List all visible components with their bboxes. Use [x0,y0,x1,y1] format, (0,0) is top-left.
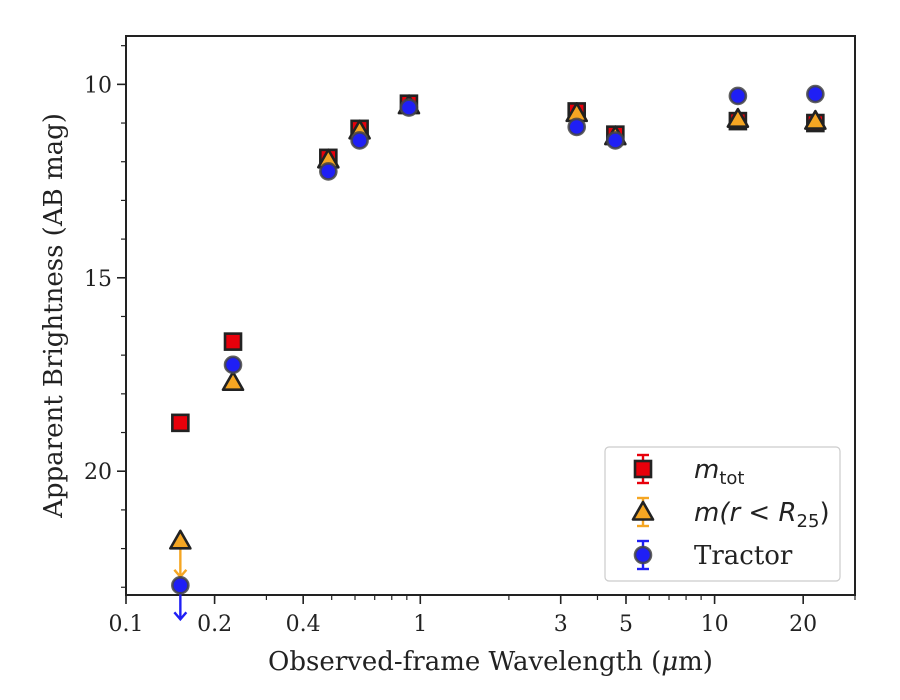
data-point-circle [606,131,625,150]
legend-label-tractor: Tractor [694,541,793,571]
x-axis-label: Observed-frame Wavelength (μm) [268,647,713,677]
x-tick-label: 20 [789,612,817,637]
data-point-circle [399,98,419,117]
data-point-circle [319,162,338,181]
x-tick-label: 10 [701,612,729,637]
legend-marker-triangle [631,500,655,521]
legend-label-m-r25: m(r < R25) [694,498,830,532]
x-tick-label: 0.4 [286,612,321,637]
x-tick-label: 1 [413,612,427,637]
legend-marker-circle [633,545,653,565]
x-tick-label: 0.2 [197,612,232,637]
legend-item-mtot [633,453,653,485]
data-point-triangle [169,529,192,550]
data-point-triangle [726,107,750,128]
series-square [171,94,825,433]
data-point-circle [171,576,190,595]
legend-label-mtot: mtot [694,455,744,489]
data-point-triangle [221,370,245,392]
x-tick-label: 5 [619,612,633,637]
y-tick-label: 10 [84,73,112,98]
y-tick-label: 15 [84,267,112,292]
plot-frame [125,35,856,596]
data-point-circle [567,117,587,137]
x-axis-ticks: 0.1 0.2 0.4 1 3 5 10 20 [109,595,856,637]
data-point-circle [806,84,825,104]
data-point-square [171,413,190,433]
legend-item-tractor [633,539,653,571]
data-point-triangle [804,109,827,130]
series-circle [171,84,825,595]
y-tick-label: 20 [84,460,112,485]
x-tick-label: 0.1 [109,612,144,637]
y-axis-label: Apparent Brightness (AB mag) [39,113,69,519]
data-point-circle [728,86,748,106]
x-tick-label: 3 [554,612,568,637]
data-marks [169,84,827,622]
legend-box [604,446,841,582]
legend-item-m-r25 [631,496,655,528]
legend-marker-square [633,459,653,479]
y-axis-ticks: 10 15 20 [84,45,126,588]
data-point-square [223,332,243,351]
data-point-circle [350,131,369,150]
upper-limit-arrow-head [173,611,188,622]
data-point-circle [223,355,243,375]
legend: mtot m(r < R25) Tractor [604,446,841,582]
